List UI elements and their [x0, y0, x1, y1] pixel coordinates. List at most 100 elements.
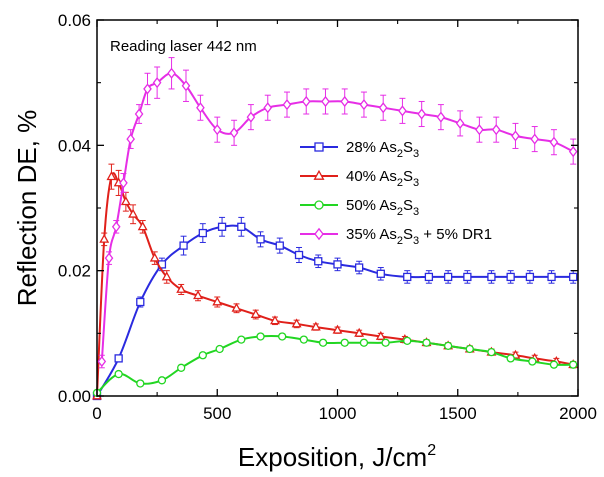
- data-point: [152, 77, 162, 89]
- data-point: [318, 338, 328, 347]
- data-point: [237, 335, 246, 344]
- legend-item: 50% As2S3: [300, 197, 419, 218]
- y-tick-label: 0.00: [58, 387, 91, 406]
- data-point: [161, 271, 172, 281]
- data-point: [193, 290, 203, 300]
- legend: 28% As2S3 40% As2S3 50% As2S3 35% As2S3 + 5…: [300, 139, 492, 247]
- data-point: [282, 98, 292, 111]
- data-point: [137, 221, 148, 231]
- data-point: [212, 296, 223, 306]
- data-point: [157, 376, 167, 385]
- y-tick-label: 0.02: [58, 262, 91, 281]
- y-tick-label: 0.04: [58, 136, 91, 155]
- data-point: [229, 127, 239, 139]
- data-point: [530, 133, 540, 145]
- legend-item: 28% As2S3: [300, 139, 419, 160]
- data-point: [97, 355, 107, 368]
- legend-item: 40% As2S3: [300, 168, 419, 189]
- data-point: [417, 108, 426, 120]
- data-point: [528, 357, 537, 366]
- data-point: [403, 272, 412, 282]
- plot-area: [92, 57, 579, 401]
- x-tick-label: 500: [203, 404, 231, 423]
- data-point: [314, 257, 323, 266]
- legend-label: 35% As2S3 + 5% DR1: [346, 226, 492, 247]
- data-point: [511, 130, 520, 142]
- data-point: [310, 321, 321, 331]
- x-axis-title: Exposition, J/cm2: [238, 442, 436, 472]
- data-point: [114, 354, 123, 363]
- data-point: [278, 332, 287, 341]
- data-point: [179, 241, 188, 250]
- series-4: [97, 57, 578, 369]
- data-point: [111, 221, 121, 233]
- data-point: [215, 344, 224, 354]
- data-point: [119, 177, 128, 189]
- data-point: [114, 369, 123, 379]
- data-point: [263, 102, 273, 114]
- x-tick-label: 1500: [439, 404, 477, 423]
- data-point: [198, 228, 207, 238]
- data-point: [275, 241, 284, 250]
- data-point: [143, 83, 152, 95]
- data-point: [422, 338, 431, 347]
- data-point: [217, 222, 227, 231]
- plot-frame: [96, 19, 579, 397]
- data-point: [549, 136, 559, 148]
- data-point: [198, 351, 207, 360]
- data-point: [549, 360, 559, 369]
- data-point: [134, 108, 144, 120]
- data-point: [294, 250, 304, 260]
- legend-label: 40% As2S3: [346, 168, 419, 189]
- y-axis-title: Reflection DE, %: [12, 110, 42, 307]
- x-axis-title-main: Exposition, J/cm: [238, 442, 427, 472]
- data-point: [104, 252, 114, 264]
- series-1: [92, 216, 578, 401]
- data-point: [475, 124, 484, 136]
- data-point: [136, 297, 145, 307]
- data-point: [340, 95, 350, 108]
- data-point: [525, 272, 535, 282]
- series-3: [92, 332, 578, 398]
- data-point: [313, 169, 325, 180]
- data-point: [181, 80, 191, 92]
- data-point: [569, 272, 578, 282]
- data-point: [332, 324, 343, 334]
- data-point: [177, 363, 186, 372]
- data-point: [99, 233, 110, 243]
- data-point: [120, 196, 131, 206]
- data-point: [106, 171, 117, 181]
- series-line: [96, 172, 574, 397]
- data-point: [314, 200, 324, 210]
- x-axis-title-sup: 2: [427, 442, 436, 459]
- axis-ticks: 0 500 1000 1500 2000 0.00 0.02 0.04 0.06: [58, 11, 597, 423]
- data-point: [506, 272, 515, 282]
- legend-label: 50% As2S3: [346, 197, 419, 218]
- data-point: [354, 327, 365, 337]
- data-point: [126, 133, 135, 145]
- data-point: [333, 260, 342, 269]
- data-point: [443, 272, 453, 282]
- data-point: [424, 272, 434, 282]
- data-point: [491, 124, 501, 136]
- series-2: [92, 163, 579, 400]
- x-tick-label: 1000: [319, 404, 357, 423]
- data-point: [321, 95, 330, 108]
- series-line: [96, 335, 574, 394]
- data-point: [375, 330, 386, 340]
- data-point: [455, 117, 465, 130]
- series-line: [96, 224, 574, 397]
- data-point: [196, 102, 205, 114]
- data-point: [381, 338, 390, 347]
- data-point: [299, 335, 308, 344]
- data-point: [487, 272, 496, 282]
- annotation: Reading laser 442 nm: [110, 38, 257, 55]
- data-point: [359, 338, 369, 347]
- data-point: [568, 145, 578, 158]
- legend-label: 28% As2S3: [346, 139, 419, 160]
- series-line: [100, 72, 574, 362]
- data-point: [149, 252, 160, 262]
- data-point: [463, 272, 472, 282]
- data-point: [301, 95, 311, 108]
